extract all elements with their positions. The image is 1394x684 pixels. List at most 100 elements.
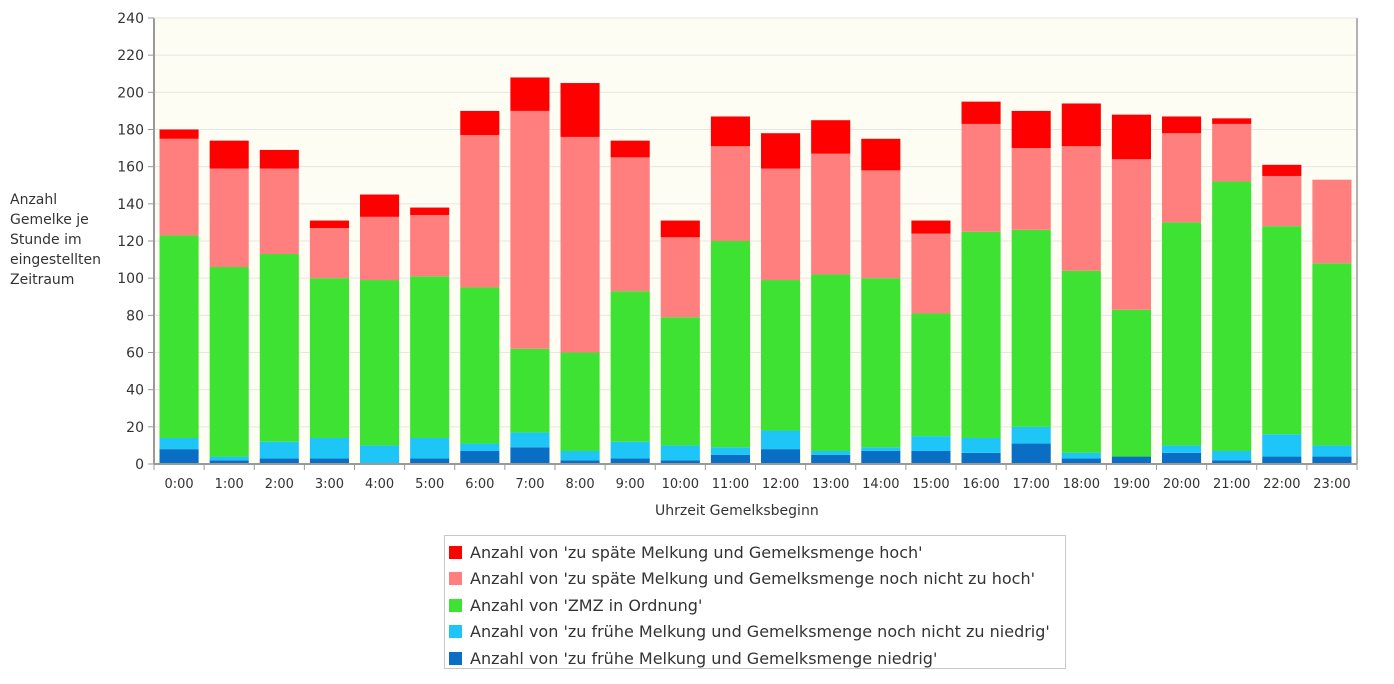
- bar-segment: [961, 437, 1001, 453]
- bar-segment: [1111, 114, 1151, 160]
- bar-segment: [811, 274, 851, 451]
- bar-segment: [1061, 103, 1101, 147]
- y-tick-label: 240: [117, 11, 144, 27]
- bar-segment: [710, 454, 750, 464]
- x-axis-ticks: 0:00 1:00 2:00 3:00 4:00 5:00 6:00 7:00 8:00 9:00…: [153, 464, 1358, 492]
- x-tick-label: 15:00: [912, 477, 949, 492]
- x-tick-label: 23:00: [1313, 477, 1350, 492]
- bar-segment: [460, 450, 500, 464]
- bar-segment: [861, 278, 901, 448]
- bar-segment: [1162, 222, 1202, 446]
- bar-segment: [460, 443, 500, 451]
- x-tick-label: 8:00: [565, 477, 594, 492]
- bar-segment: [1061, 146, 1101, 271]
- bar-segment: [1212, 123, 1252, 182]
- grid-lines: [154, 17, 1357, 465]
- bar-segment: [911, 450, 951, 464]
- y-tick-label: 0: [135, 457, 144, 473]
- bar-segment: [811, 450, 851, 455]
- bar-segment: [560, 352, 600, 451]
- bar-segment: [1011, 148, 1051, 230]
- x-tick-label: 7:00: [515, 477, 544, 492]
- legend-swatch: [449, 651, 462, 665]
- bar-segment: [460, 287, 500, 444]
- bar-segment: [1262, 164, 1302, 176]
- bar-segment: [660, 460, 700, 464]
- y-tick-label: 60: [126, 346, 144, 362]
- bar-segment: [209, 456, 249, 461]
- bar-segment: [911, 233, 951, 314]
- bar-segment: [911, 313, 951, 437]
- bar-segment: [911, 220, 951, 234]
- bar-segment: [259, 458, 299, 464]
- bar-segment: [1011, 110, 1051, 149]
- bar-segment: [560, 83, 600, 137]
- bar-segment: [660, 445, 700, 461]
- x-tick-label: 3:00: [315, 477, 344, 492]
- stacked-bar-chart: 0 20 40 60 80 100 120 140 160 180 200 220 240 0:00 1:…: [117, 11, 1358, 492]
- x-tick-label: 19:00: [1113, 477, 1150, 492]
- y-tick-label: 160: [117, 160, 144, 176]
- bar-segment: [1262, 434, 1302, 457]
- bar-segment: [560, 450, 600, 461]
- bar-segment: [861, 450, 901, 464]
- bar-segment: [1011, 426, 1051, 444]
- bar-segment: [660, 220, 700, 238]
- y-tick-label: 140: [117, 197, 144, 213]
- x-tick-label: 5:00: [415, 477, 444, 492]
- legend-label: Anzahl von 'zu frühe Melkung und Gemelks…: [470, 622, 1050, 642]
- bar-segment: [1111, 159, 1151, 310]
- legend-item: Anzahl von 'zu späte Melkung und Gemelks…: [449, 566, 1065, 593]
- bar-segment: [159, 129, 199, 139]
- bar-segment: [961, 231, 1001, 438]
- x-tick-label: 20:00: [1163, 477, 1200, 492]
- bar-segment: [510, 432, 550, 448]
- y-tick-label: 120: [117, 234, 144, 250]
- axes: [153, 17, 1358, 465]
- bar-segment: [610, 458, 650, 464]
- bar-segment: [1061, 458, 1101, 464]
- legend-label: Anzahl von 'ZMZ in Ordnung': [470, 595, 703, 615]
- y-tick-label: 180: [117, 123, 144, 139]
- bar-segment: [410, 437, 450, 459]
- bar-segment: [510, 447, 550, 464]
- legend-item: Anzahl von 'zu frühe Melkung und Gemelks…: [449, 645, 1065, 672]
- bar-segment: [159, 235, 199, 438]
- x-tick-label: 12:00: [762, 477, 799, 492]
- bar-segment: [861, 447, 901, 451]
- bar-segment: [1162, 445, 1202, 453]
- bar-segment: [1312, 179, 1352, 264]
- bar-segment: [961, 101, 1001, 124]
- bar-segment: [861, 170, 901, 279]
- bar-segment: [660, 237, 700, 318]
- bar-segment: [510, 348, 550, 433]
- bar-segment: [159, 437, 199, 450]
- x-tick-label: 9:00: [616, 477, 645, 492]
- bar-segment: [1061, 452, 1101, 459]
- bar-segment: [1212, 460, 1252, 464]
- bar-segment: [1312, 263, 1352, 446]
- bar-segment: [259, 441, 299, 459]
- y-tick-label: 200: [117, 85, 144, 101]
- y-axis-ticks: 0 20 40 60 80 100 120 140 160 180 200 220 240: [117, 11, 154, 473]
- x-tick-label: 18:00: [1063, 477, 1100, 492]
- bar-segment: [510, 110, 550, 349]
- bar-segment: [159, 138, 199, 236]
- x-tick-label: 0:00: [164, 477, 193, 492]
- x-tick-label: 13:00: [812, 477, 849, 492]
- bar-segment: [560, 460, 600, 464]
- bar-segment: [360, 280, 400, 446]
- y-tick-label: 20: [126, 420, 144, 436]
- bar-segment: [1262, 175, 1302, 227]
- legend-item: Anzahl von 'zu späte Melkung und Gemelks…: [449, 539, 1065, 566]
- bar-segment: [209, 460, 249, 464]
- bar-segment: [309, 227, 349, 279]
- bar-segment: [1162, 116, 1202, 134]
- bar-segment: [410, 214, 450, 277]
- bar-segment: [410, 207, 450, 215]
- x-tick-label: 21:00: [1213, 477, 1250, 492]
- y-tick-label: 100: [117, 271, 144, 287]
- bar-segment: [259, 254, 299, 442]
- bar-segment: [610, 140, 650, 158]
- x-tick-label: 22:00: [1263, 477, 1300, 492]
